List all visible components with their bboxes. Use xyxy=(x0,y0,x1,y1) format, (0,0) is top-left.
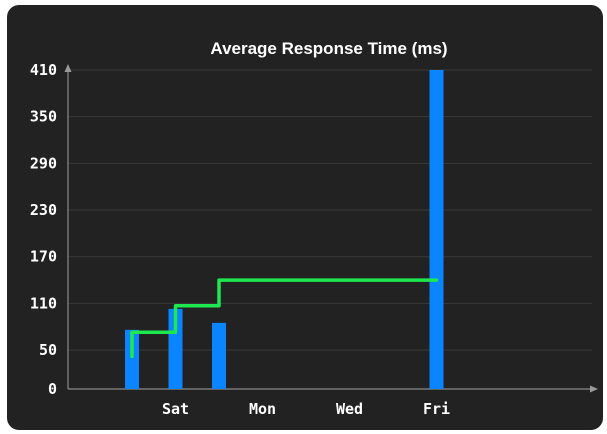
response-time-chart: Average Response Time (ms) 0 50 110 170 230 2… xyxy=(30,39,598,418)
bar-sat xyxy=(125,329,139,389)
y-tick-label: 350 xyxy=(30,108,57,126)
y-tick-label: 290 xyxy=(30,154,57,172)
y-tick-label: 410 xyxy=(30,61,57,79)
chart-title: Average Response Time (ms) xyxy=(210,39,447,58)
x-tick-label: Mon xyxy=(249,400,276,418)
bar-sun xyxy=(168,308,183,389)
y-axis-arrow xyxy=(64,64,72,72)
bar-mon xyxy=(212,322,226,389)
y-tick-label: 110 xyxy=(30,294,57,312)
y-tick-label: 0 xyxy=(48,380,57,398)
x-tick-label: Sat xyxy=(162,400,189,418)
y-tick-label: 50 xyxy=(39,341,57,359)
bar-sat xyxy=(429,70,444,389)
y-tick-label: 170 xyxy=(30,248,57,266)
average-step-line xyxy=(130,278,439,359)
x-tick-label: Fri xyxy=(423,400,450,418)
chart-panel: Average Response Time (ms) 0 50 110 170 230 2… xyxy=(7,5,603,430)
x-axis-arrow xyxy=(590,385,598,393)
y-tick-label: 230 xyxy=(30,201,57,219)
x-tick-label: Wed xyxy=(336,400,363,418)
